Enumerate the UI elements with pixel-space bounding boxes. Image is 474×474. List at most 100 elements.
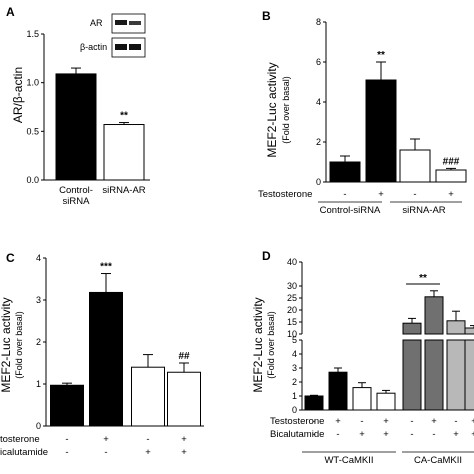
blot-label-ar: AR — [90, 18, 103, 28]
panel-letter-d: D — [262, 249, 271, 263]
panel-c-ylabel: MEF2-Luc activity — [0, 297, 13, 392]
panel-d-ytick-low-label-5: 5 — [292, 335, 297, 345]
panel-d-bar-1 — [328, 371, 348, 411]
panel-b-row-label: Testosterone — [258, 189, 312, 200]
panel-c-ytick-label-4: 4 — [36, 253, 41, 263]
panel-d-ytick-up-label-4: 30 — [287, 281, 297, 291]
panel-d-ytick-up-label-1: 15 — [287, 317, 297, 327]
panel-b-ylabel: MEF2-Luc activity — [265, 62, 279, 157]
panel-d-ytick-up-label-5: 40 — [287, 257, 297, 267]
panel-a-bars: ** — [55, 67, 145, 181]
panel-d-sign-r2-1: - — [336, 429, 339, 440]
panel-b-ytick-label-3: 6 — [316, 57, 321, 67]
panel-d-row-1: Testosterone — [270, 416, 324, 427]
panel-c-ytick-label-3: 3 — [36, 295, 41, 305]
panel-d-sign-r1-4: - — [410, 416, 413, 427]
panel-d-ysub: (Fold over basal) — [266, 311, 276, 379]
blot-ar-band-1 — [115, 20, 127, 25]
panel-d-sign-r2-2: + — [359, 429, 365, 440]
panel-d-sign-r1-2: - — [360, 416, 363, 427]
panel-b-bar-3 — [435, 169, 467, 183]
panel-d-sign-r1-1: + — [335, 416, 341, 427]
panel-c-ytick-label-1: 1 — [36, 379, 41, 389]
panel-d-ytick-low-label-0: 0 — [292, 405, 297, 415]
panel-c-sign-r1-0: - — [65, 434, 68, 445]
panel-c-sign-r1-3: + — [181, 434, 187, 445]
panel-b-sign-2: - — [413, 189, 416, 200]
panel-b-annotation-3: ### — [443, 156, 460, 167]
panel-c-bars: *** ## — [50, 262, 201, 427]
panel-a-xlabel-2: siRNA-AR — [102, 185, 145, 196]
blot-actin-box — [111, 37, 146, 58]
panel-c-bar-1 — [89, 291, 123, 427]
panel-a-ytick-label-0: 0.0 — [26, 175, 39, 185]
panel-d-ylabel: MEF2-Luc activity — [251, 297, 265, 392]
panel-c-annotation-1: *** — [100, 262, 112, 273]
panel-d-row-2: Bicalutamide — [270, 429, 324, 440]
panel-a-ytick-label-3: 1.5 — [26, 29, 39, 39]
panel-c-ytick-label-2: 2 — [36, 337, 41, 347]
panel-d-ytick-low-label-1: 1 — [292, 391, 297, 401]
panel-d-ytick-low-label-4: 4 — [292, 349, 297, 359]
panel-letter-b: B — [262, 9, 271, 23]
blot-ar-box — [111, 13, 146, 34]
panel-d-bars: ** — [304, 273, 474, 411]
panel-d-bar-4-lower — [402, 339, 422, 411]
panel-a-ytick-label-1: 0.5 — [26, 126, 39, 136]
panel-b-sign-1: + — [378, 189, 384, 200]
panel-c-sign-r2-3: + — [181, 447, 187, 458]
panel-b-bar-2 — [399, 149, 431, 183]
panel-c-annotation-3: ## — [178, 351, 190, 362]
panel-d-bar-5 — [424, 296, 444, 335]
panel-d-sign-r1-7: + — [471, 416, 474, 427]
panel-b-sign-0: - — [343, 189, 346, 200]
panel-b-sign-3: + — [448, 189, 454, 200]
panel-a: AR β-actin 0.0 0.5 1.0 1.5 ** AR/β-actin Co… — [11, 13, 150, 207]
panel-d-ytick-low-label-3: 3 — [292, 363, 297, 373]
panel-letter-a: A — [6, 5, 15, 19]
panel-d-annotation-5: ** — [419, 273, 427, 284]
panel-c-row-1: tosterone — [0, 434, 40, 445]
panel-d-sign-r1-3: + — [383, 416, 389, 427]
panel-b-group-1: Control-siRNA — [320, 205, 381, 216]
panel-d-sign-r2-3: + — [383, 429, 389, 440]
panel-d-axes: 0 1 2 3 4 510 15 20 25 30 40 — [287, 257, 474, 415]
panel-a-bar-0 — [55, 73, 97, 181]
panel-c-sign-r1-1: + — [103, 434, 109, 445]
panel-d-group-1: WT-CaMKII — [324, 455, 373, 466]
panel-c-row-2: icalutamide — [0, 447, 48, 458]
panel-a-annotation-1: ** — [120, 111, 128, 122]
panel-a-ylabel: AR/β-actin — [11, 67, 25, 123]
panel-d-bar-6 — [446, 320, 466, 335]
panel-d-sign-r1-5: + — [431, 416, 437, 427]
blot-actin-band-1 — [115, 44, 127, 50]
panel-d-bar-7 — [464, 327, 474, 335]
panel-a-axes: 0.0 0.5 1.0 1.5 — [26, 29, 150, 185]
panel-c-bar-3 — [167, 371, 201, 427]
panel-b-bar-0 — [329, 161, 361, 183]
panel-d-sign-r1-6: - — [454, 416, 457, 427]
panel-d-sign-r2-4: - — [410, 429, 413, 440]
panel-b-ytick-label-4: 8 — [316, 17, 321, 27]
panel-a-bar-1 — [103, 124, 145, 181]
panel-d-sign-r2-0: - — [312, 429, 315, 440]
panel-b: 0 2 4 6 8 ** ### MEF2-Luc activity (Fold over… — [258, 17, 467, 216]
panel-b-bar-1 — [365, 79, 397, 183]
panel-b-ytick-label-1: 2 — [316, 137, 321, 147]
panel-b-group-2: siRNA-AR — [402, 205, 445, 216]
panel-b-bars: ** ### — [329, 50, 467, 183]
panel-b-ysub: (Fold over basal) — [281, 76, 291, 144]
panel-d-ytick-up-label-0: 10 — [287, 329, 297, 339]
panel-d-sign-r1-0: - — [312, 416, 315, 427]
blot-label-actin: β-actin — [80, 42, 107, 52]
blot-actin-band-2 — [129, 44, 141, 50]
panel-c-bar-0 — [50, 384, 84, 427]
panel-d-ytick-low-label-2: 2 — [292, 377, 297, 387]
panel-d-sign-r2-5: - — [432, 429, 435, 440]
panel-d-bar-0 — [304, 395, 324, 411]
panel-letter-c: C — [6, 251, 15, 265]
panel-d-sign-r2-7: + — [471, 429, 474, 440]
panel-b-ytick-label-0: 0 — [316, 177, 321, 187]
panel-d-bar-6-lower — [446, 339, 466, 411]
